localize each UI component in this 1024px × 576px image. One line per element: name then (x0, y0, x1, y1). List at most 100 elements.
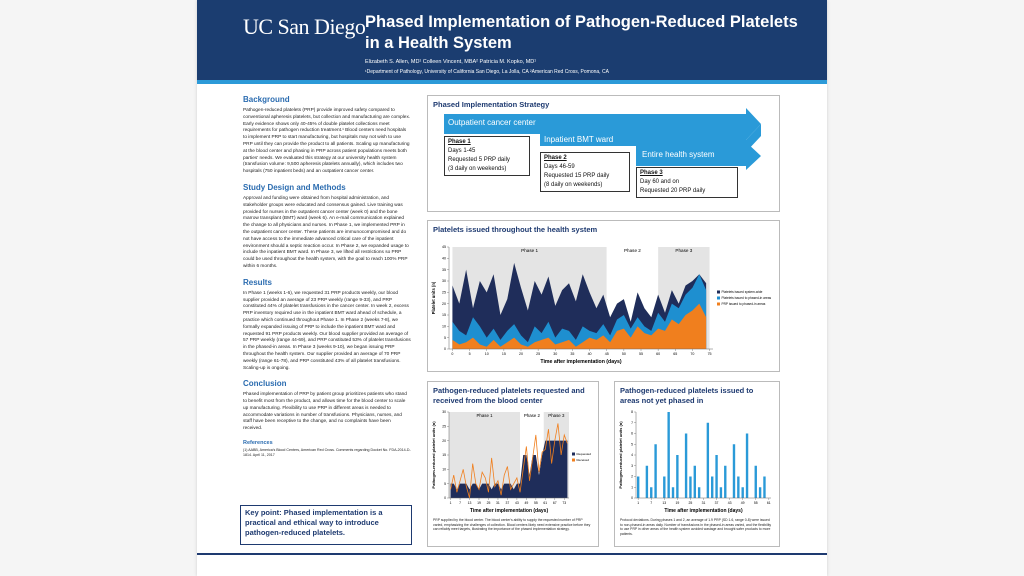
section-heading: Background (243, 95, 290, 104)
phase-area: Outpatient cancer center (448, 118, 536, 127)
bar (706, 422, 710, 498)
y-tick-label: 10 (442, 468, 446, 472)
x-tick-label: 61 (543, 501, 547, 505)
section-body: Approval and funding were obtained from … (243, 195, 409, 269)
x-tick-label: 55 (639, 352, 643, 356)
x-tick-label: 13 (468, 501, 472, 505)
phase-region (449, 412, 521, 498)
arrow (636, 142, 761, 170)
left-column: Background Pathogen-reduced platelets (P… (243, 95, 411, 458)
phase-line: (3 daily on weekends) (448, 166, 507, 172)
y-tick-label: 3 (631, 464, 633, 468)
x-tick-label: 15 (502, 352, 506, 356)
y-tick-label: 5 (631, 442, 633, 446)
x-tick-label: 1 (637, 501, 639, 505)
x-tick-label: 43 (728, 501, 732, 505)
phase-label: Phase 1 (448, 139, 471, 145)
phase-label: Phase 3 (548, 413, 565, 418)
bar (758, 487, 762, 498)
x-tick-label: 40 (588, 352, 592, 356)
phase-line: Day 60 and on (640, 179, 680, 185)
y-axis-label: Pathogen-reduced platelet units (n) (618, 421, 623, 489)
x-tick-label: 45 (605, 352, 609, 356)
x-tick-label: 49 (741, 501, 745, 505)
legend-label: Requested (577, 452, 592, 456)
reference: (1) AABB, America's Blood Centers, Ameri… (243, 448, 411, 458)
phase-line: Requested 5 PRP daily (448, 157, 510, 163)
x-tick-label: 7 (459, 501, 461, 505)
x-tick-label: 60 (656, 352, 660, 356)
x-tick-label: 75 (708, 352, 712, 356)
y-tick-label: 45 (442, 245, 446, 249)
y-tick-label: 15 (442, 313, 446, 317)
x-tick-label: 0 (451, 352, 453, 356)
phase-label: Phase 2 (524, 413, 541, 418)
y-tick-label: 2 (631, 475, 633, 479)
y-tick-label: 20 (442, 302, 446, 306)
y-tick-label: 40 (442, 257, 446, 261)
area (450, 440, 568, 498)
bar (737, 476, 740, 498)
phase-line: Requested 20 PRP daily (640, 188, 706, 194)
y-tick-label: 35 (442, 268, 446, 272)
area (452, 303, 707, 349)
header-stripe (197, 80, 827, 84)
legend-swatch (717, 296, 720, 300)
bar (654, 444, 657, 498)
x-tick-label: 55 (754, 501, 758, 505)
section-heading: Results (243, 277, 272, 287)
line (450, 423, 568, 499)
phase-line: Days 1-45 (448, 148, 476, 154)
legend-label: Platelets issued to phased-in areas (722, 296, 772, 300)
phase-label: Phase 1 (476, 413, 493, 418)
key-point: Key point: Phased implementation is a pr… (240, 505, 412, 545)
bar (663, 476, 666, 498)
section-heading: Conclusion (243, 379, 287, 389)
x-tick-label: 65 (673, 352, 677, 356)
x-tick-label: 67 (553, 501, 557, 505)
caption: Protocol deviations. During phases 1 and… (620, 518, 772, 536)
legend-swatch (572, 452, 575, 456)
x-tick-label: 25 (689, 501, 693, 505)
phase-line: (8 daily on weekends) (544, 182, 603, 188)
strategy-arrows (444, 108, 761, 170)
authors: Elizabeth S. Allen, MD¹ Colleen Vincent,… (365, 59, 537, 65)
legend-label: PRP issued to phased-in areas (722, 302, 766, 306)
y-axis-label: Platelet units (n) (431, 281, 436, 314)
section-body: In Phase 1 (weeks 1-6), we requested 31 … (243, 290, 411, 371)
bar (711, 476, 714, 498)
y-tick-label: 1 (631, 485, 633, 489)
chart-panel: Pathogen-reduced platelets requested and… (427, 381, 599, 547)
caption: PRP supplied by the blood center. The bl… (433, 518, 591, 532)
phase-label: Phase 3 (640, 170, 663, 176)
arrow (540, 124, 761, 154)
phase-area: Entire health system (642, 150, 715, 159)
bar (693, 465, 696, 498)
x-tick-label: 25 (487, 501, 491, 505)
legend-swatch (717, 290, 720, 294)
section-heading: Study Design and Methods (243, 182, 346, 192)
x-tick-label: 7 (650, 501, 652, 505)
chart: Phase 1 Phase 2 Phase 3 0 5 10 15 20 25 30 35 40 45 0… (431, 245, 772, 365)
bar (650, 487, 653, 498)
x-tick-label: 73 (562, 501, 566, 505)
bar (684, 433, 688, 498)
y-tick-label: 8 (631, 410, 633, 414)
phase-line: Requested 15 PRP daily (544, 173, 610, 179)
legend-label: Received (577, 458, 590, 462)
strategy-panel: Phased Implementation Strategy Outpatien… (427, 95, 780, 212)
phase-box: Phase 1 Days 1-45 Requested 5 PRP daily … (444, 136, 530, 176)
bar (697, 487, 701, 498)
x-axis-label: Time after implementation (days) (664, 508, 743, 514)
x-tick-label: 35 (570, 352, 574, 356)
bottom-rule (197, 553, 827, 555)
x-axis-label: Time after implementation (days) (540, 359, 621, 365)
poster-title: Phased Implementation of Pathogen-Reduce… (365, 13, 798, 52)
x-tick-label: 19 (675, 501, 679, 505)
poster: UC San Diego Phased Implementation of Pa… (197, 0, 827, 576)
affiliations: ¹Department of Pathology, University of … (365, 69, 609, 75)
x-tick-label: 5 (469, 352, 471, 356)
y-tick-label: 0 (444, 347, 446, 351)
